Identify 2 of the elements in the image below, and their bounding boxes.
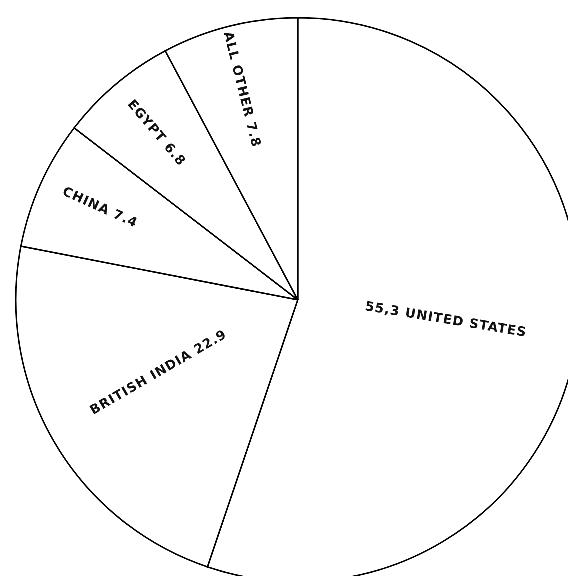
slice-label: ALL OTHER 7.8	[220, 30, 264, 150]
slice-label: 55,3 UNITED STATES	[364, 299, 528, 341]
